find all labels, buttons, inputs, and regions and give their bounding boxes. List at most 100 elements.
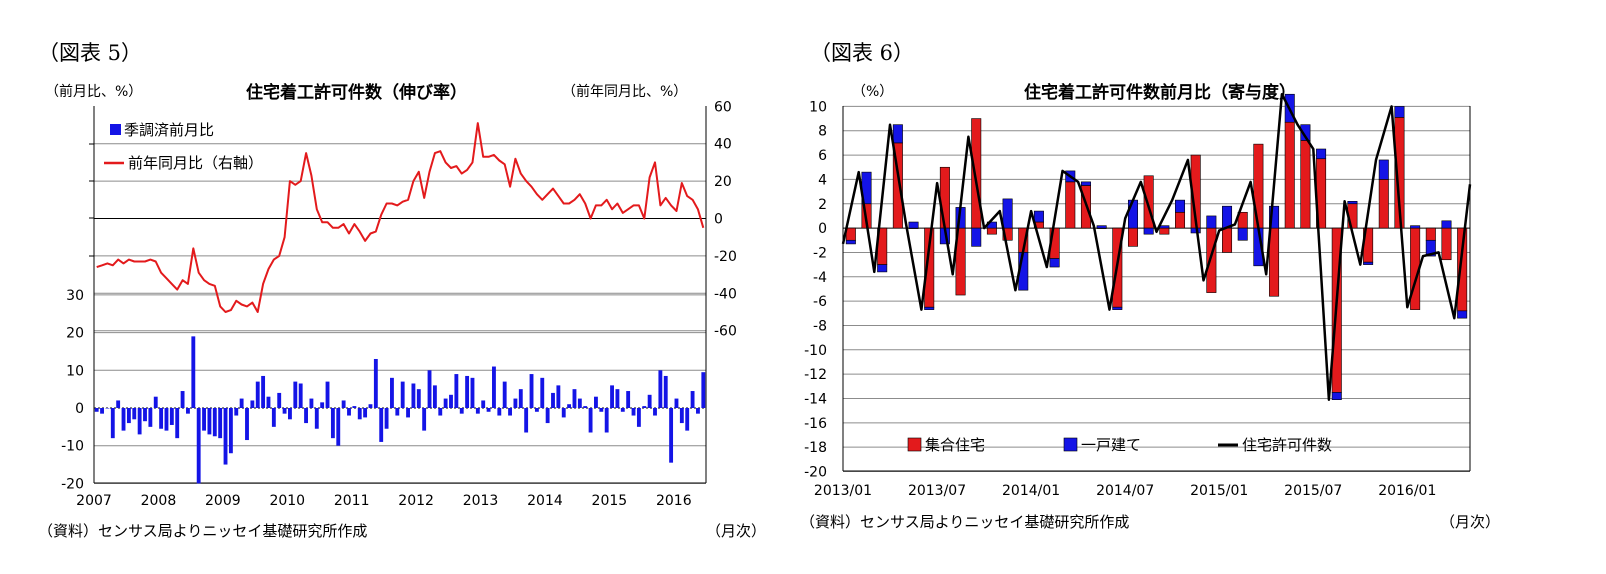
bar <box>513 398 518 408</box>
x-tick-label: 2011 <box>334 493 370 509</box>
y-tick-label-right: -40 <box>714 286 737 302</box>
bar <box>314 408 319 429</box>
bar <box>443 398 448 408</box>
bar-single-family <box>1378 159 1389 180</box>
bar <box>486 408 491 412</box>
bar <box>341 400 346 408</box>
bar <box>690 391 695 408</box>
bar <box>352 406 357 408</box>
y-tick-label: -16 <box>804 416 827 432</box>
x-tick-label: 2007 <box>76 493 112 509</box>
x-tick-label: 2012 <box>398 493 434 509</box>
x-tick-label: 2016 <box>656 493 692 509</box>
bar-single-family <box>1425 239 1436 257</box>
bar-single-family <box>1237 227 1248 241</box>
bar <box>432 385 437 408</box>
x-axis-unit: （月次） <box>706 522 767 540</box>
bar <box>427 370 432 408</box>
bar <box>465 375 470 408</box>
x-tick-label: 2009 <box>205 493 241 509</box>
bar-single-family <box>1143 227 1154 235</box>
bar <box>508 408 512 416</box>
bar <box>561 408 566 418</box>
bar <box>395 408 400 416</box>
bar <box>411 383 416 408</box>
chart-title: 住宅着工許可件数前月比（寄与度） <box>1024 83 1296 103</box>
bar <box>245 408 249 441</box>
bar-single-family <box>924 306 935 310</box>
bar <box>255 381 260 408</box>
bar <box>261 375 266 408</box>
bar <box>475 408 480 414</box>
bar-multifamily <box>971 118 982 229</box>
bar <box>674 398 679 408</box>
y-tick-label: -10 <box>804 343 827 359</box>
bar <box>250 400 255 408</box>
y-tick-label: -8 <box>813 318 827 334</box>
legend-label-single-family: 一戸建て <box>1081 436 1141 454</box>
bar <box>658 370 663 408</box>
bar-single-family <box>1410 225 1421 229</box>
y-tick-label-left: 20 <box>66 326 84 342</box>
legend-swatch-bar <box>110 124 121 135</box>
bar <box>137 408 142 435</box>
bar <box>626 391 631 408</box>
bar-multifamily <box>1441 227 1452 261</box>
bar <box>143 408 147 422</box>
bar-single-family <box>1394 106 1405 118</box>
bar <box>583 406 588 408</box>
y-tick-label-right: 20 <box>714 174 732 190</box>
legend-label-total: 住宅許可件数 <box>1242 436 1332 454</box>
bar <box>180 391 185 408</box>
bar <box>218 408 223 439</box>
bar <box>534 408 539 412</box>
bar <box>556 385 561 408</box>
bar <box>567 404 572 408</box>
y-tick-label-right: -20 <box>714 249 737 265</box>
bar <box>320 402 325 408</box>
y-tick-label-right: 0 <box>714 212 723 228</box>
bar <box>701 372 706 408</box>
bar <box>277 392 282 408</box>
bar <box>497 408 502 416</box>
bar <box>148 408 153 427</box>
bar <box>529 374 534 408</box>
bar <box>116 400 121 408</box>
x-tick-label: 2015/01 <box>1190 483 1248 499</box>
bar <box>309 398 314 408</box>
bar-single-family <box>1033 210 1044 223</box>
bar <box>164 408 169 431</box>
x-tick-label: 2013/01 <box>814 483 872 499</box>
bar-multifamily <box>1159 227 1170 235</box>
y-tick-label-left: -20 <box>61 476 84 492</box>
bar-single-family <box>1347 201 1358 205</box>
bar <box>175 408 180 439</box>
bar-multifamily <box>1175 211 1186 229</box>
y-tick-label: 2 <box>818 197 827 213</box>
bar <box>347 408 351 416</box>
bar <box>207 408 212 435</box>
bar <box>228 408 233 454</box>
x-tick-label: 2008 <box>141 493 177 509</box>
bar-multifamily <box>1300 140 1311 229</box>
bar <box>696 408 700 414</box>
x-tick-label: 2013 <box>463 493 499 509</box>
bar <box>132 408 137 420</box>
x-tick-label: 2015 <box>592 493 628 509</box>
bar <box>357 408 362 420</box>
bar-single-family <box>1049 258 1060 268</box>
x-tick-label: 2013/07 <box>908 483 966 499</box>
bar-single-family <box>1127 199 1138 229</box>
bar <box>325 381 330 408</box>
figure-6-panel: （図表 6） （%） 住宅着工許可件数前月比（寄与度） 10 8 6 4 2 0 -2 -4 -… <box>800 0 1606 574</box>
y-tick-label-right: -60 <box>714 324 737 340</box>
bar <box>212 408 217 437</box>
bar-multifamily <box>1269 227 1280 297</box>
bar-multifamily <box>939 166 950 229</box>
bar-single-family <box>1206 215 1217 229</box>
bar <box>121 408 126 431</box>
bar <box>416 389 421 408</box>
y-tick-label-left: 0 <box>75 401 84 417</box>
bar-multifamily <box>1206 227 1217 293</box>
bar <box>492 366 496 408</box>
